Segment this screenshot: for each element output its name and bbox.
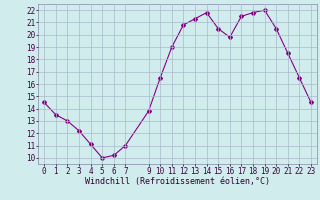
X-axis label: Windchill (Refroidissement éolien,°C): Windchill (Refroidissement éolien,°C) — [85, 177, 270, 186]
